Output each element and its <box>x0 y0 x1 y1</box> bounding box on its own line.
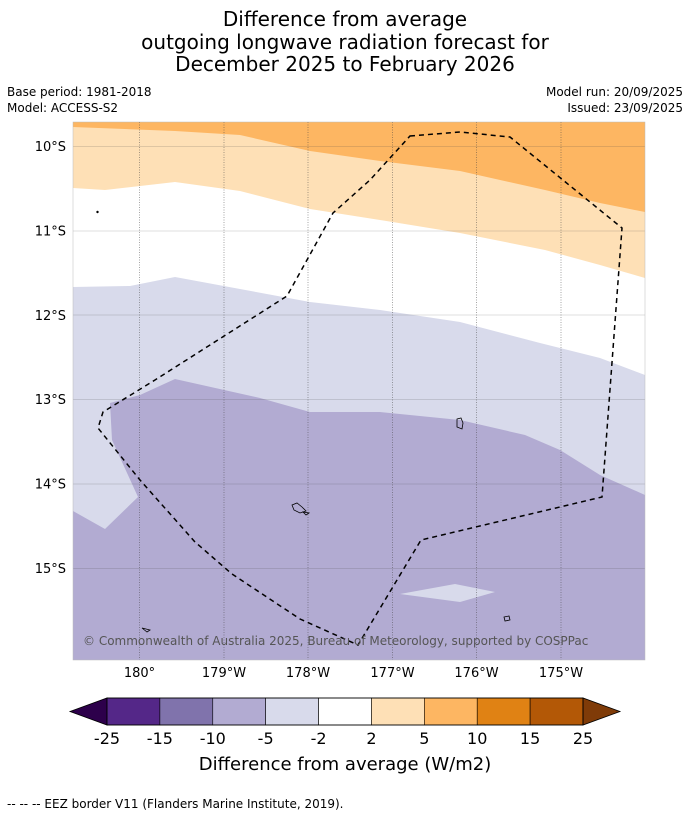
colorbar-tick: -2 <box>310 729 327 748</box>
colorbar-tick: -15 <box>146 729 173 748</box>
lat-label-12s: 12°S <box>35 309 66 324</box>
islands <box>96 210 511 633</box>
map-frame <box>72 121 646 661</box>
map-area: © Commonwealth of Australia 2025, Bureau… <box>73 122 645 660</box>
lon-label-175w: 175°W <box>539 666 583 681</box>
region-minus-2-to-5-patch <box>400 584 495 602</box>
colorbar-tick-labels: -25 -15 -10 -5 -2 2 5 10 15 25 <box>0 729 690 749</box>
colorbar-tick: 15 <box>519 729 541 748</box>
colorbar-tick: -25 <box>93 729 121 748</box>
lat-label-11s: 11°S <box>35 225 66 240</box>
issued-date: Issued: 23/09/2025 <box>567 101 683 115</box>
colorbar-cell <box>371 697 425 726</box>
colorbar-label: Difference from average (W/m2) <box>198 754 492 775</box>
island-south-west <box>141 627 151 633</box>
lat-labels: 10°S 11°S 12°S 13°S 14°S 15°S <box>35 140 66 577</box>
colorbar-cells <box>106 697 584 726</box>
title-line-3: December 2025 to February 2026 <box>175 52 515 76</box>
colorbar-cell <box>265 697 319 726</box>
model-run: Model run: 20/09/2025 <box>545 85 683 99</box>
colorbar-under-triangle <box>68 697 108 726</box>
colorbar-cell <box>529 697 584 726</box>
colorbar-tick: -5 <box>257 729 274 748</box>
colorbar-cell <box>424 697 478 726</box>
colorbar-cell <box>476 697 531 726</box>
lon-labels: 180° 179°W 178°W 177°W 176°W 175°W <box>124 666 583 681</box>
lat-label-15s: 15°S <box>35 562 66 577</box>
meta-right: Model run: 20/09/2025 Issued: 23/09/2025 <box>546 84 683 116</box>
colorbar-tick: -10 <box>199 729 226 748</box>
base-period: Base period: 1981-2018 <box>7 85 152 99</box>
colorbar <box>68 697 622 726</box>
lat-label-13s: 13°S <box>35 393 66 408</box>
island-alofi <box>301 511 311 516</box>
copyright-notice: © Commonwealth of Australia 2025, Bureau… <box>83 634 588 648</box>
colorbar-frame <box>106 697 584 726</box>
chart-title: Difference from average outgoing longwav… <box>0 8 690 76</box>
eez-border <box>97 131 623 646</box>
islet-north <box>96 210 99 214</box>
title-line-1: Difference from average <box>222 7 468 31</box>
colorbar-tick: 10 <box>467 729 488 748</box>
lon-label-180: 180° <box>124 666 155 681</box>
model-name: Model: ACCESS-S2 <box>7 101 119 115</box>
colorbar-tick: 2 <box>366 729 377 748</box>
region-plus-5-to-10 <box>73 122 645 212</box>
island-wallis <box>456 417 464 430</box>
lon-label-177w: 177°W <box>370 666 414 681</box>
title-line-2: outgoing longwave radiation forecast for <box>141 29 549 54</box>
meta-left: Base period: 1981-2018 Model: ACCESS-S2 <box>7 84 152 116</box>
lon-label-178w: 178°W <box>286 666 330 681</box>
colorbar-cell <box>318 697 372 726</box>
eez-legend-note: -- -- -- EEZ border V11 (Flanders Marine… <box>7 797 344 811</box>
colorbar-tick: 25 <box>572 729 594 748</box>
lat-label-14s: 14°S <box>35 478 66 493</box>
colorbar-over-triangle <box>582 697 622 726</box>
colorbar-cell <box>159 697 214 726</box>
lat-label-10s: 10°S <box>35 140 66 155</box>
lon-label-179w: 179°W <box>202 666 246 681</box>
colorbar-cell <box>212 697 266 726</box>
colorbar-cell <box>106 697 161 726</box>
lon-label-176w: 176°W <box>454 666 498 681</box>
colorbar-tick: 5 <box>419 729 430 748</box>
island-niuafoou <box>503 615 511 622</box>
island-futuna <box>291 502 307 514</box>
map-gridlines <box>73 122 645 660</box>
